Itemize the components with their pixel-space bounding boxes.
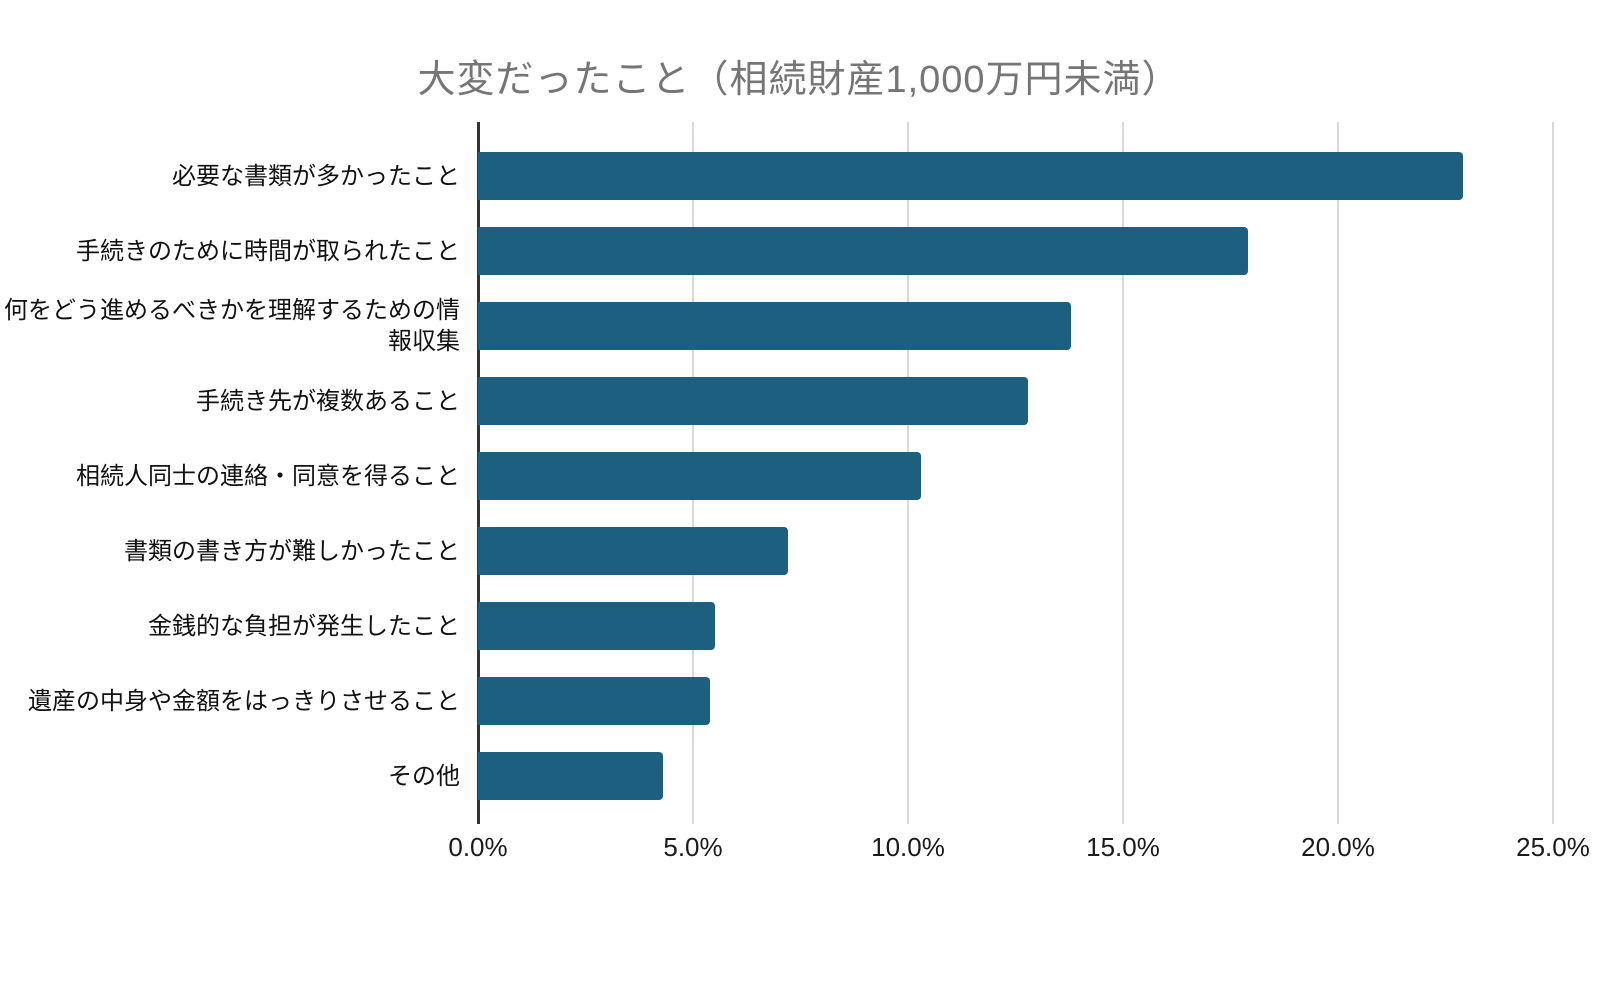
bar — [478, 227, 1248, 275]
x-tick-label: 20.0% — [1301, 832, 1375, 862]
bar — [478, 677, 711, 725]
category-label: 手続きのために時間が取られたこと — [76, 237, 460, 265]
category-label: 相続人同士の連絡・同意を得ること — [76, 462, 460, 490]
x-tick-label: 5.0% — [663, 832, 723, 862]
bar — [478, 302, 1072, 350]
category-label: 金銭的な負担が発生したこと — [148, 612, 460, 640]
category-label: 手続き先が複数あること — [196, 387, 460, 415]
bar — [478, 452, 921, 500]
category-label: 遺産の中身や金額をはっきりさせること — [28, 687, 460, 715]
chart-title: 大変だったこと（相続財産1,000万円未満） — [417, 59, 1181, 101]
category-label: 書類の書き方が難しかったこと — [124, 537, 460, 565]
category-label: 何をどう進めるべきかを理解するための情報収集 — [4, 297, 460, 355]
x-tick-label: 0.0% — [448, 832, 508, 862]
bar — [478, 152, 1463, 200]
plot-area — [477, 122, 1554, 824]
bar — [478, 602, 715, 650]
bar — [478, 752, 663, 800]
category-label: その他 — [388, 762, 460, 790]
gridline — [1552, 122, 1554, 824]
x-tick-label: 15.0% — [1086, 832, 1160, 862]
x-tick-label: 25.0% — [1516, 832, 1590, 862]
category-label: 必要な書類が多かったこと — [172, 162, 460, 190]
bar — [478, 527, 788, 575]
bar — [478, 377, 1029, 425]
gridline — [1122, 122, 1124, 824]
gridline — [1337, 122, 1339, 824]
x-tick-label: 10.0% — [871, 832, 945, 862]
